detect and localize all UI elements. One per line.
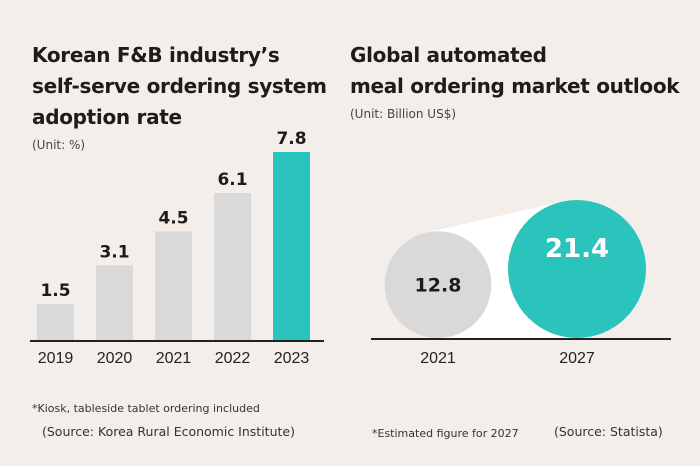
right-title-line: Global automated bbox=[350, 43, 547, 67]
bubble-2021 bbox=[384, 231, 492, 338]
bar-2022 bbox=[214, 192, 251, 340]
bar-category-label: 2023 bbox=[274, 350, 310, 367]
bar-category-label: 2021 bbox=[156, 350, 192, 367]
bar-2021 bbox=[155, 231, 192, 340]
left-source: (Source: Korea Rural Economic Institute) bbox=[42, 424, 295, 439]
bubble-category-label: 2027 bbox=[559, 350, 595, 367]
bar-2019 bbox=[37, 303, 74, 340]
right-chart-title: Global automated meal ordering market ou… bbox=[350, 40, 680, 102]
left-footnote: *Kiosk, tableside tablet ordering includ… bbox=[32, 402, 260, 415]
left-title-line: Korean F&B industry’s bbox=[32, 43, 280, 67]
bar-value-label: 4.5 bbox=[158, 209, 188, 229]
bar-2023 bbox=[273, 152, 310, 340]
bubble-2027 bbox=[508, 200, 646, 338]
left-chart-title: Korean F&B industry’s self-serve orderin… bbox=[32, 40, 327, 133]
bar-category-label: 2022 bbox=[215, 350, 251, 367]
right-footnote: *Estimated figure for 2027 bbox=[372, 427, 519, 440]
bar-category-label: 2020 bbox=[97, 350, 133, 367]
bar-2020 bbox=[96, 265, 133, 340]
bar-value-label: 7.8 bbox=[276, 129, 306, 149]
right-source: (Source: Statista) bbox=[554, 424, 663, 439]
bubble-category-label: 2021 bbox=[420, 350, 456, 367]
bar-value-label: 3.1 bbox=[99, 242, 129, 262]
bar-value-label: 1.5 bbox=[40, 281, 70, 301]
right-unit-label: (Unit: Billion US$) bbox=[350, 107, 457, 121]
bar-category-label: 2019 bbox=[38, 350, 74, 367]
bar-value-label: 6.1 bbox=[217, 170, 247, 190]
left-title-line: self-serve ordering system bbox=[32, 74, 327, 98]
right-title-line: meal ordering market outlook bbox=[350, 74, 680, 98]
left-title-line: adoption rate bbox=[32, 105, 182, 129]
bubble-value-label: 21.4 bbox=[545, 234, 609, 264]
left-unit-label: (Unit: %) bbox=[32, 138, 86, 152]
bubble-value-label: 12.8 bbox=[415, 275, 462, 297]
